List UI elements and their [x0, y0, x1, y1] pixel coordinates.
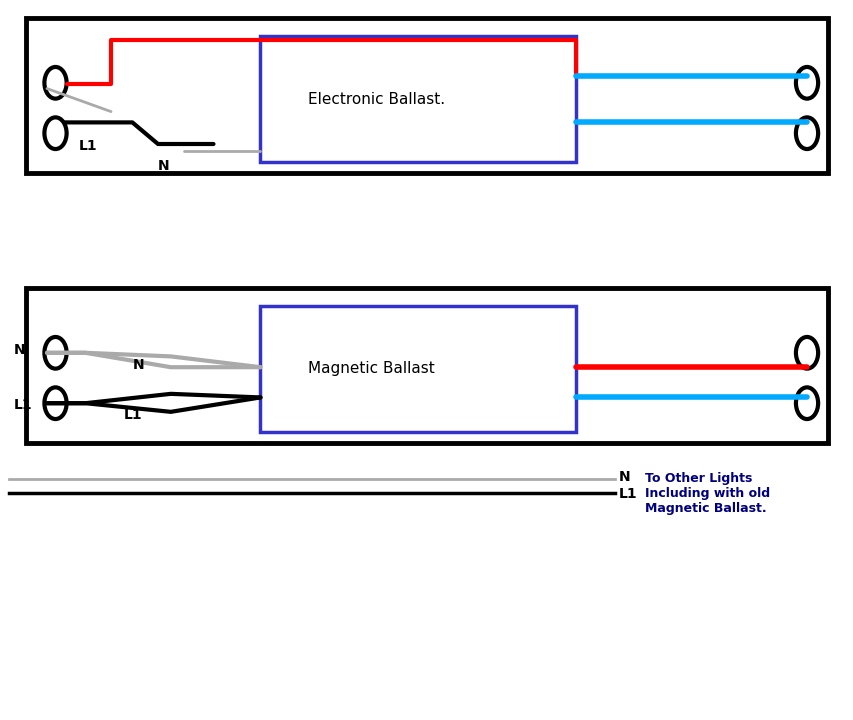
Ellipse shape: [795, 117, 817, 149]
Ellipse shape: [44, 387, 67, 419]
Bar: [260, 36, 576, 162]
Bar: [26, 18, 827, 173]
Text: L1: L1: [14, 398, 32, 413]
Text: L1: L1: [78, 139, 97, 153]
Ellipse shape: [44, 337, 67, 369]
Bar: [260, 306, 576, 432]
Text: N: N: [618, 469, 630, 484]
Text: Magnetic Ballast: Magnetic Ballast: [308, 361, 434, 377]
Text: Electronic Ballast.: Electronic Ballast.: [308, 91, 444, 107]
Text: N: N: [14, 343, 26, 357]
Ellipse shape: [795, 337, 817, 369]
Ellipse shape: [44, 67, 67, 99]
Ellipse shape: [44, 117, 67, 149]
Text: L1: L1: [124, 408, 142, 423]
Text: To Other Lights
Including with old
Magnetic Ballast.: To Other Lights Including with old Magne…: [644, 472, 769, 515]
Ellipse shape: [795, 67, 817, 99]
Ellipse shape: [795, 387, 817, 419]
Text: N: N: [158, 158, 170, 173]
Text: N: N: [132, 358, 144, 372]
Bar: [26, 288, 827, 443]
Text: L1: L1: [618, 487, 636, 501]
